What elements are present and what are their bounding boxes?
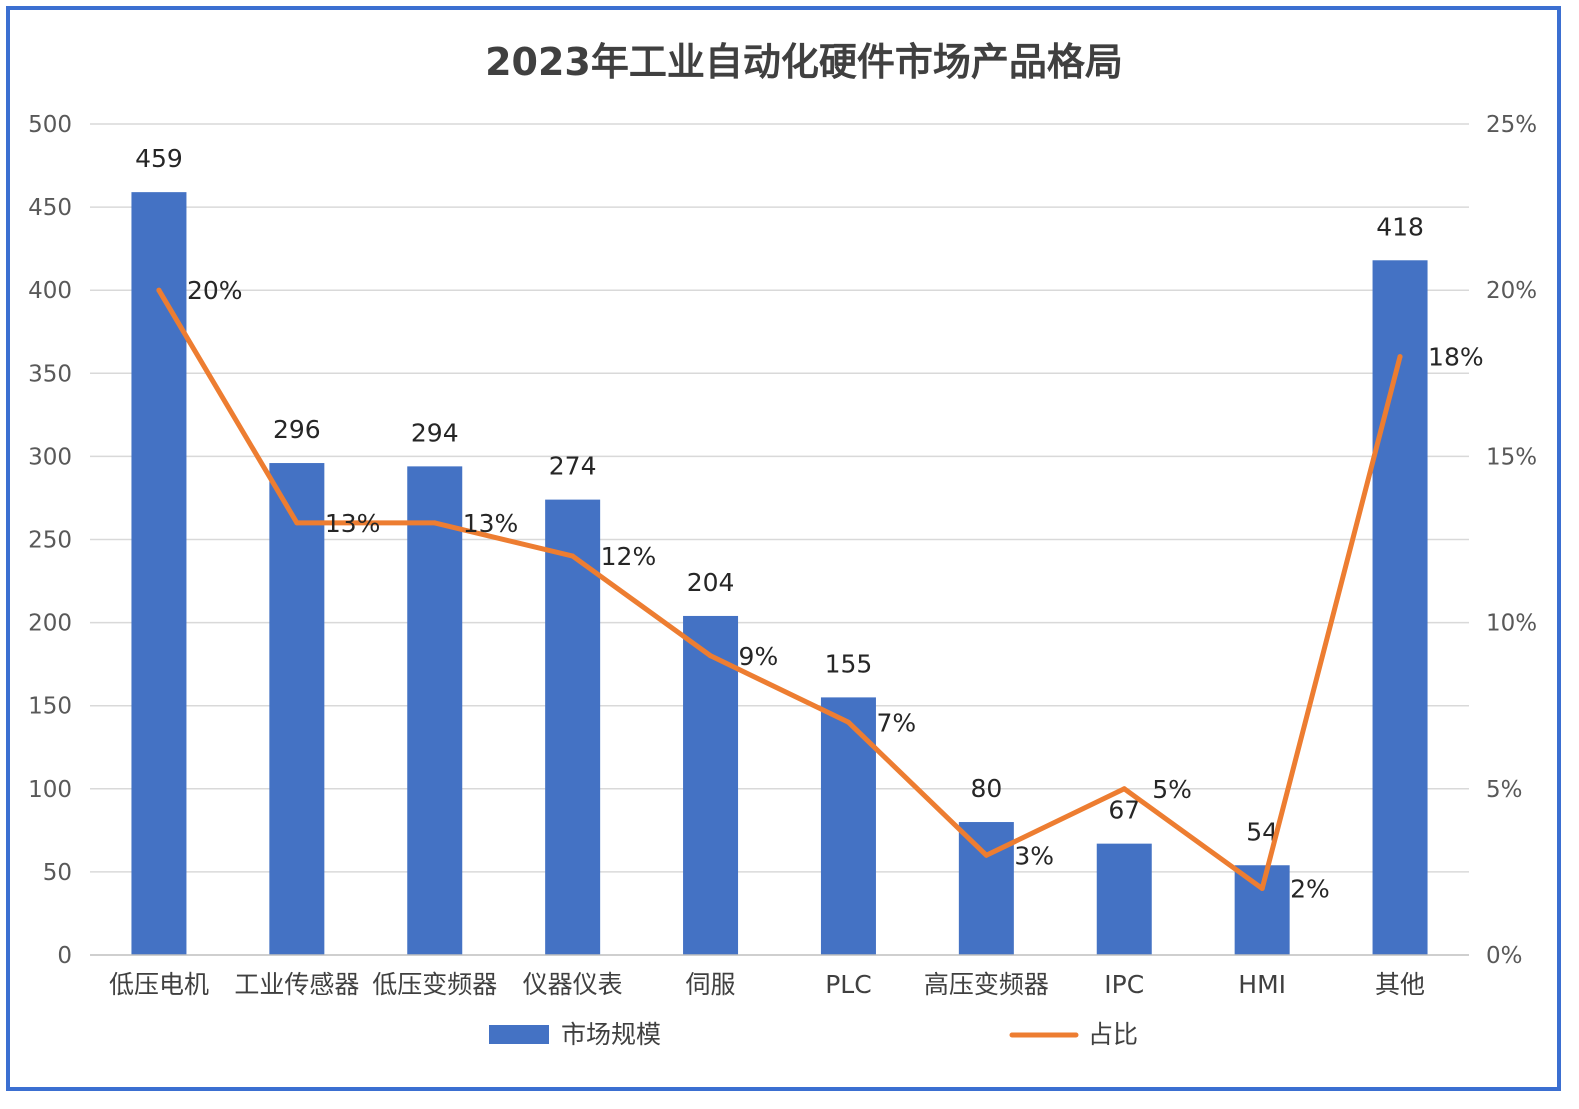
x-tick-label: 工业传感器 bbox=[234, 970, 359, 999]
line-data-label: 13% bbox=[325, 509, 381, 538]
line-point bbox=[294, 520, 300, 526]
y-left-tick-label: 400 bbox=[28, 278, 72, 304]
bar-data-label: 418 bbox=[1376, 212, 1424, 241]
bar-data-label: 80 bbox=[970, 774, 1002, 803]
legend-label: 市场规模 bbox=[561, 1020, 661, 1049]
bar bbox=[269, 463, 325, 955]
line-data-label: 12% bbox=[601, 542, 657, 571]
y-left-tick-label: 450 bbox=[28, 195, 72, 221]
bar bbox=[1234, 865, 1290, 955]
bar bbox=[1372, 260, 1428, 955]
x-tick-label: HMI bbox=[1238, 970, 1286, 999]
bar-data-label: 67 bbox=[1108, 796, 1140, 825]
line-data-label: 18% bbox=[1428, 343, 1484, 372]
line-point bbox=[1259, 886, 1265, 892]
chart-frame bbox=[6, 6, 1561, 1091]
y-left-tick-label: 200 bbox=[28, 611, 72, 637]
bar-data-label: 296 bbox=[273, 415, 321, 444]
line-point bbox=[156, 287, 162, 293]
line-data-label: 7% bbox=[876, 708, 916, 737]
x-tick-label: 低压变频器 bbox=[372, 970, 497, 999]
line-series bbox=[156, 287, 1403, 891]
line-data-label: 20% bbox=[187, 276, 243, 305]
line-data-label: 5% bbox=[1152, 775, 1192, 804]
bar-data-label: 274 bbox=[549, 452, 597, 481]
line-point bbox=[708, 653, 714, 659]
y-left-tick-label: 50 bbox=[43, 860, 72, 886]
bar bbox=[958, 822, 1014, 955]
legend-swatch-bar bbox=[489, 1025, 549, 1044]
line-point bbox=[432, 520, 438, 526]
line-point bbox=[1121, 786, 1127, 792]
x-tick-label: 高压变频器 bbox=[924, 970, 1049, 999]
x-tick-label: 低压电机 bbox=[109, 970, 209, 999]
bar bbox=[545, 499, 601, 955]
y-left-tick-label: 150 bbox=[28, 694, 72, 720]
y-left-tick-label: 100 bbox=[28, 777, 72, 803]
x-tick-label: PLC bbox=[825, 970, 871, 999]
line-data-label: 9% bbox=[739, 642, 779, 671]
y-left-tick-label: 0 bbox=[57, 943, 72, 969]
bar bbox=[683, 615, 739, 955]
bar bbox=[820, 697, 876, 955]
y-left-tick-label: 250 bbox=[28, 528, 72, 554]
y-right-tick-label: 15% bbox=[1486, 444, 1537, 470]
y-right-tick-label: 20% bbox=[1486, 278, 1537, 304]
x-tick-label: 其他 bbox=[1375, 970, 1425, 999]
y-left-tick-label: 500 bbox=[28, 112, 72, 138]
y-right-tick-label: 0% bbox=[1486, 943, 1523, 969]
y-right-tick-label: 10% bbox=[1486, 611, 1537, 637]
line-point bbox=[1397, 354, 1403, 360]
y-left-tick-label: 350 bbox=[28, 361, 72, 387]
x-tick-label: IPC bbox=[1104, 970, 1144, 999]
bar-data-label: 294 bbox=[411, 418, 459, 447]
bar bbox=[131, 192, 187, 956]
bar-data-label: 204 bbox=[687, 568, 735, 597]
line-data-label: 3% bbox=[1014, 841, 1054, 870]
line-data-label: 2% bbox=[1290, 875, 1330, 904]
chart-title: 2023年工业自动化硬件市场产品格局 bbox=[485, 40, 1123, 84]
bar-data-label: 155 bbox=[825, 649, 873, 678]
bar bbox=[407, 466, 463, 955]
legend-label: 占比 bbox=[1088, 1020, 1138, 1049]
bar bbox=[1096, 843, 1152, 955]
line-point bbox=[570, 553, 576, 559]
line-point bbox=[983, 852, 989, 858]
x-tick-label: 仪器仪表 bbox=[523, 970, 623, 999]
y-right-tick-label: 25% bbox=[1486, 112, 1537, 138]
y-right-tick-label: 5% bbox=[1486, 777, 1523, 803]
line-point bbox=[845, 719, 851, 725]
x-tick-label: 伺服 bbox=[686, 970, 736, 999]
y-left-tick-label: 300 bbox=[28, 444, 72, 470]
line-data-label: 13% bbox=[463, 509, 519, 538]
bar-data-label: 459 bbox=[135, 144, 183, 173]
